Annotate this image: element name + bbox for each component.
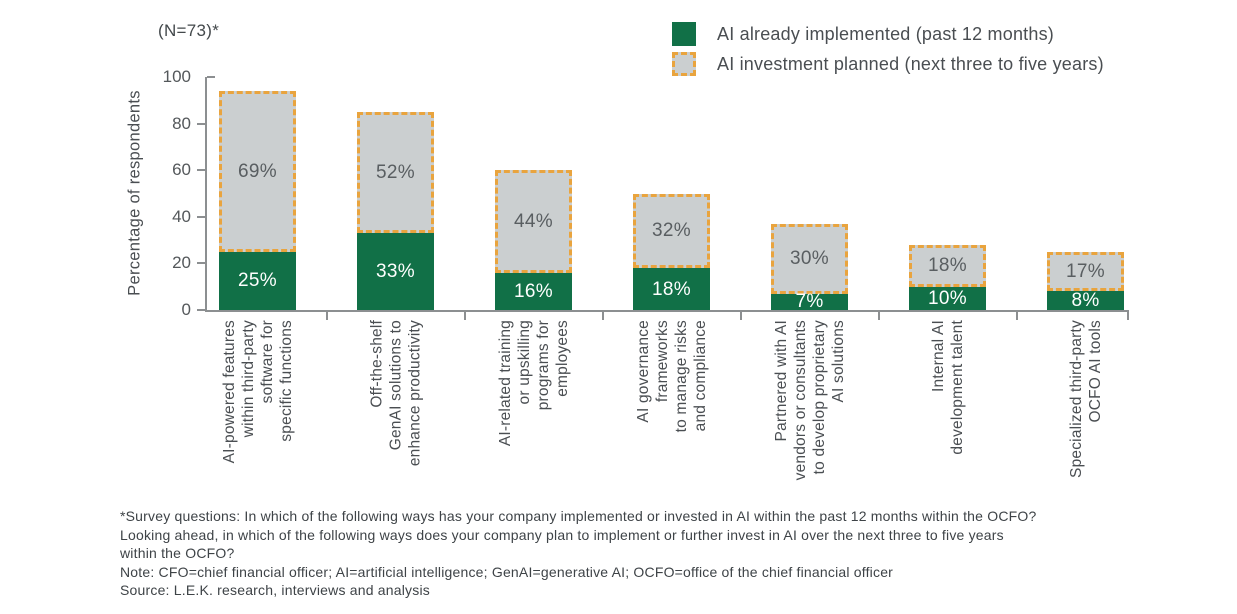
x-axis-tick xyxy=(601,312,604,320)
x-axis-tick xyxy=(739,312,742,320)
y-axis-spine xyxy=(205,77,207,312)
chart-legend: AI already implemented (past 12 months) … xyxy=(672,22,1104,76)
x-category-label: Internal AI development talent xyxy=(929,320,966,455)
x-axis-tick xyxy=(325,312,328,320)
bar-value-label-planned: 17% xyxy=(1066,261,1105,283)
y-axis-tick xyxy=(197,122,205,125)
bar-segment-implemented: 16% xyxy=(495,272,572,310)
y-axis-tick-label: 0 xyxy=(181,300,191,319)
y-axis-tick-label: 60 xyxy=(172,160,191,180)
bar-segment-implemented: 25% xyxy=(219,251,296,310)
y-axis-tick-label: 80 xyxy=(172,113,191,133)
bar-value-label-implemented: 7% xyxy=(795,291,824,313)
x-category-label: AI governance frameworks to manage risks… xyxy=(634,320,709,433)
footnote-line: *Survey questions: In which of the follo… xyxy=(120,508,1037,524)
bar-value-label-implemented: 16% xyxy=(514,280,553,302)
bar-segment-implemented: 7% xyxy=(771,291,848,313)
x-category-label: AI-powered features within third-party s… xyxy=(220,320,295,464)
y-axis-tick xyxy=(197,262,205,265)
x-axis-tick xyxy=(1015,312,1018,320)
bar-value-label-implemented: 33% xyxy=(376,261,415,283)
bars-container: 69% 25% 52% 33% 44% 16% 32% 18% 30% 7% 18% 10% 17% 8% xyxy=(207,77,1129,313)
bar-value-label-implemented: 18% xyxy=(652,278,691,300)
y-axis-tick-label: 100 xyxy=(162,67,191,86)
bar-segment-implemented: 33% xyxy=(357,233,434,310)
y-axis-end-cap xyxy=(207,76,215,78)
x-axis-end-cap xyxy=(1127,312,1129,320)
footnote-line: Looking ahead, in which of the following… xyxy=(120,526,1004,543)
legend-item-implemented: AI already implemented (past 12 months) xyxy=(672,22,1104,46)
bar-value-label-planned: 32% xyxy=(652,220,691,242)
y-axis-tick-label: 20 xyxy=(172,253,191,273)
bar-value-label-planned: 30% xyxy=(790,248,829,270)
x-category-label: Partnered with AI vendors or consultants… xyxy=(772,320,847,481)
bar: 18% 10% xyxy=(909,244,986,310)
legend-swatch-implemented xyxy=(672,22,696,46)
x-axis-tick xyxy=(463,312,466,320)
x-axis-tick xyxy=(877,312,880,320)
bar-segment-planned: 52% xyxy=(357,111,434,234)
y-axis-tick xyxy=(197,309,205,311)
footnote-line: Source: L.E.K. research, interviews and … xyxy=(120,582,430,598)
x-axis-spine xyxy=(205,310,1129,312)
sample-size-label: (N=73)* xyxy=(158,21,220,40)
footnote-line: within the OCFO? xyxy=(120,545,235,561)
x-category-label: Specialized third-party OCFO AI tools xyxy=(1067,320,1104,478)
bar-value-label-implemented: 8% xyxy=(1071,290,1100,312)
legend-label: AI already implemented (past 12 months) xyxy=(717,23,1054,44)
bar-value-label-planned: 18% xyxy=(928,255,967,277)
bar-segment-planned: 32% xyxy=(633,193,710,269)
legend-swatch-planned xyxy=(672,52,696,76)
bar-value-label-planned: 52% xyxy=(376,162,415,184)
bar-value-label-implemented: 25% xyxy=(238,270,277,292)
bar: 69% 25% xyxy=(219,90,296,310)
bar-segment-planned: 30% xyxy=(771,223,848,294)
bar-segment-implemented: 18% xyxy=(633,268,710,310)
bar-value-label-planned: 69% xyxy=(238,160,277,182)
footnote-line: Note: CFO=chief financial officer; AI=ar… xyxy=(120,563,894,580)
bar: 32% 18% xyxy=(633,193,710,310)
x-category-labels: AI-powered features within third-party s… xyxy=(207,318,1129,508)
bar: 44% 16% xyxy=(495,170,572,310)
legend-item-planned: AI investment planned (next three to fiv… xyxy=(672,52,1104,76)
y-axis-tick-label: 40 xyxy=(172,206,191,226)
bar: 17% 8% xyxy=(1047,251,1124,310)
bar-segment-implemented: 8% xyxy=(1047,291,1124,310)
y-axis-tick xyxy=(197,215,205,218)
legend-label: AI investment planned (next three to fiv… xyxy=(717,53,1104,74)
bar-segment-planned: 17% xyxy=(1047,251,1124,292)
bar: 30% 7% xyxy=(771,223,848,313)
x-category-label: Off-the-shelf GenAI solutions to enhance… xyxy=(368,320,423,467)
bar-segment-planned: 69% xyxy=(219,90,296,252)
bar-segment-planned: 18% xyxy=(909,244,986,287)
plot-area: 0 20 40 60 80 100 69% 25% 52% 33% 44% 16% 32% 18% 30%… xyxy=(163,67,1129,320)
y-axis-tick xyxy=(197,169,205,172)
bar-value-label-planned: 44% xyxy=(514,210,553,232)
bar: 52% 33% xyxy=(357,111,434,310)
bar-segment-implemented: 10% xyxy=(909,286,986,310)
footnotes: *Survey questions: In which of the follo… xyxy=(120,507,1220,600)
bar-segment-planned: 44% xyxy=(495,170,572,273)
x-category-label: AI-related training or upskilling progra… xyxy=(496,320,571,447)
bar-value-label-implemented: 10% xyxy=(928,287,967,309)
